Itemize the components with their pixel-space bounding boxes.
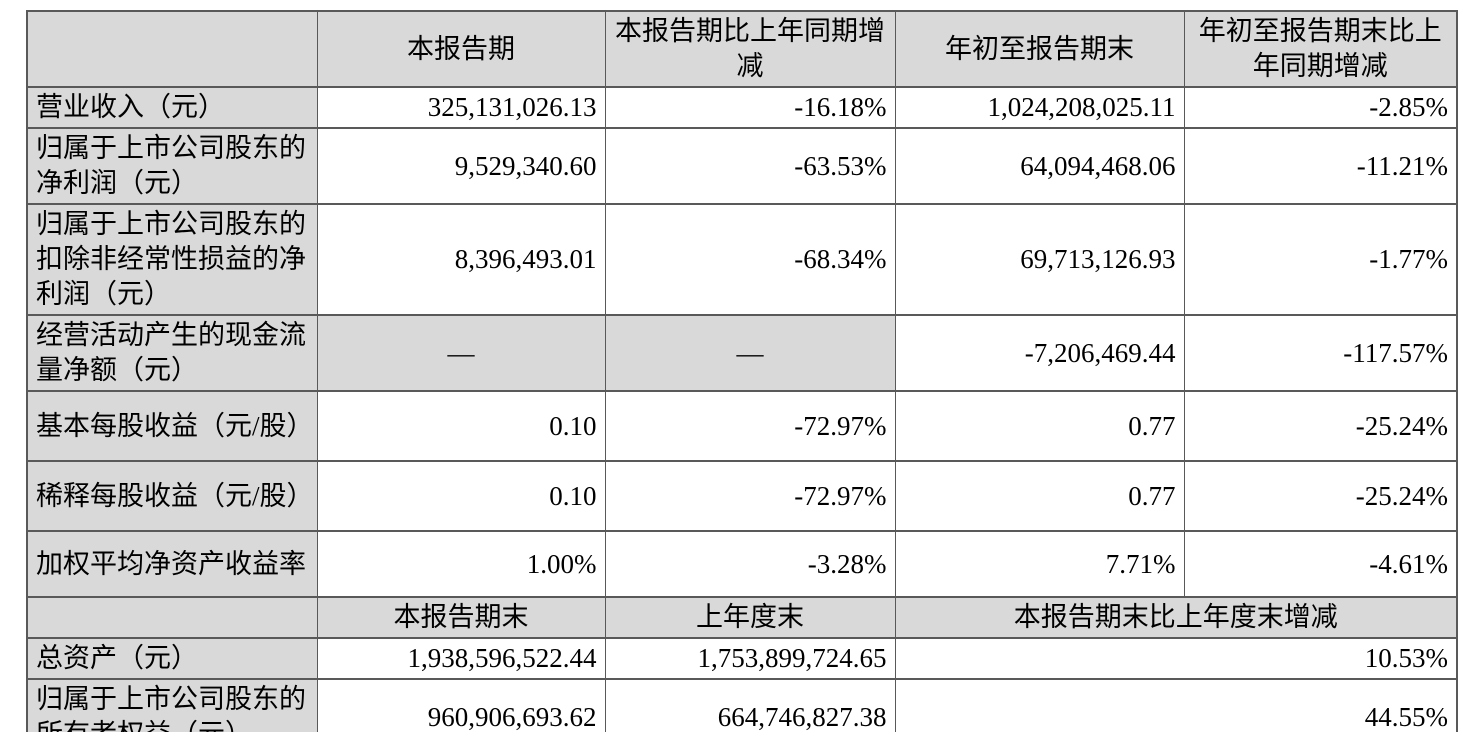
metric-label: 总资产（元） [26,637,318,680]
metric-value: -7,206,469.44 [894,314,1185,392]
metric-value: 0.10 [316,460,606,532]
metric-value: -72.97% [604,460,896,532]
metric-label: 归属于上市公司股东的扣除非经常性损益的净利润（元） [26,203,318,316]
metric-value: -63.53% [604,127,896,205]
table-row-net-profit-excl-nonrecurring: 归属于上市公司股东的扣除非经常性损益的净利润（元） 8,396,493.01 -… [26,203,1458,316]
metric-value: -1.77% [1183,203,1458,316]
table-row-diluted-eps: 稀释每股收益（元/股） 0.10 -72.97% 0.77 -25.24% [26,460,1458,532]
top-header-row: 本报告期 本报告期比上年同期增减 年初至报告期末 年初至报告期末比上年同期增减 [26,10,1458,88]
metric-value: -4.61% [1183,530,1458,598]
table-row-weighted-avg-roe: 加权平均净资产收益率 1.00% -3.28% 7.71% -4.61% [26,530,1458,598]
top-header-ytd-yoy-change: 年初至报告期末比上年同期增减 [1183,10,1458,88]
top-header-current-period: 本报告期 [316,10,606,88]
metric-label: 加权平均净资产收益率 [26,530,318,598]
metric-value: 1,024,208,025.11 [894,86,1185,129]
metric-value: 0.10 [316,390,606,462]
table-row-total-assets: 总资产（元） 1,938,596,522.44 1,753,899,724.65… [26,637,1458,680]
metric-label: 经营活动产生的现金流量净额（元） [26,314,318,392]
financial-summary-table: 本报告期 本报告期比上年同期增减 年初至报告期末 年初至报告期末比上年同期增减 … [26,10,1458,732]
metric-label: 归属于上市公司股东的所有者权益（元） [26,678,318,732]
metric-label: 基本每股收益（元/股） [26,390,318,462]
top-header-ytd: 年初至报告期末 [894,10,1185,88]
bottom-header-row: 本报告期末 上年度末 本报告期末比上年度末增减 [26,596,1458,639]
metric-value: 7.71% [894,530,1185,598]
metric-value: -16.18% [604,86,896,129]
metric-value: 664,746,827.38 [604,678,896,732]
metric-value: -25.24% [1183,460,1458,532]
table-row-operating-cash-flow: 经营活动产生的现金流量净额（元） — — -7,206,469.44 -117.… [26,314,1458,392]
metric-value: -2.85% [1183,86,1458,129]
metric-value: 0.77 [894,390,1185,462]
metric-value: 69,713,126.93 [894,203,1185,316]
metric-value: 64,094,468.06 [894,127,1185,205]
table-row-shareholders-equity: 归属于上市公司股东的所有者权益（元） 960,906,693.62 664,74… [26,678,1458,732]
metric-value: -72.97% [604,390,896,462]
metric-label: 营业收入（元） [26,86,318,129]
metric-value-na: — [604,314,896,392]
table-row-net-profit: 归属于上市公司股东的净利润（元） 9,529,340.60 -63.53% 64… [26,127,1458,205]
metric-value: 1,938,596,522.44 [316,637,606,680]
bottom-header-prior-year-end: 上年度末 [604,596,896,639]
table-row-revenue: 营业收入（元） 325,131,026.13 -16.18% 1,024,208… [26,86,1458,129]
metric-value: 325,131,026.13 [316,86,606,129]
metric-label: 归属于上市公司股东的净利润（元） [26,127,318,205]
metric-change: 44.55% [894,678,1458,732]
top-header-current-period-yoy-change: 本报告期比上年同期增减 [604,10,896,88]
metric-value: -117.57% [1183,314,1458,392]
bottom-header-period-end: 本报告期末 [316,596,606,639]
metric-value: 960,906,693.62 [316,678,606,732]
table-row-basic-eps: 基本每股收益（元/股） 0.10 -72.97% 0.77 -25.24% [26,390,1458,462]
bottom-header-change-vs-prior-year-end: 本报告期末比上年度末增减 [894,596,1458,639]
metric-value: 8,396,493.01 [316,203,606,316]
metric-label: 稀释每股收益（元/股） [26,460,318,532]
metric-value-na: — [316,314,606,392]
metric-value: 1,753,899,724.65 [604,637,896,680]
metric-value: -68.34% [604,203,896,316]
metric-value: 1.00% [316,530,606,598]
metric-value: -25.24% [1183,390,1458,462]
metric-value: -11.21% [1183,127,1458,205]
bottom-header-empty [26,596,318,639]
metric-change: 10.53% [894,637,1458,680]
metric-value: -3.28% [604,530,896,598]
top-header-empty [26,10,318,88]
metric-value: 0.77 [894,460,1185,532]
metric-value: 9,529,340.60 [316,127,606,205]
